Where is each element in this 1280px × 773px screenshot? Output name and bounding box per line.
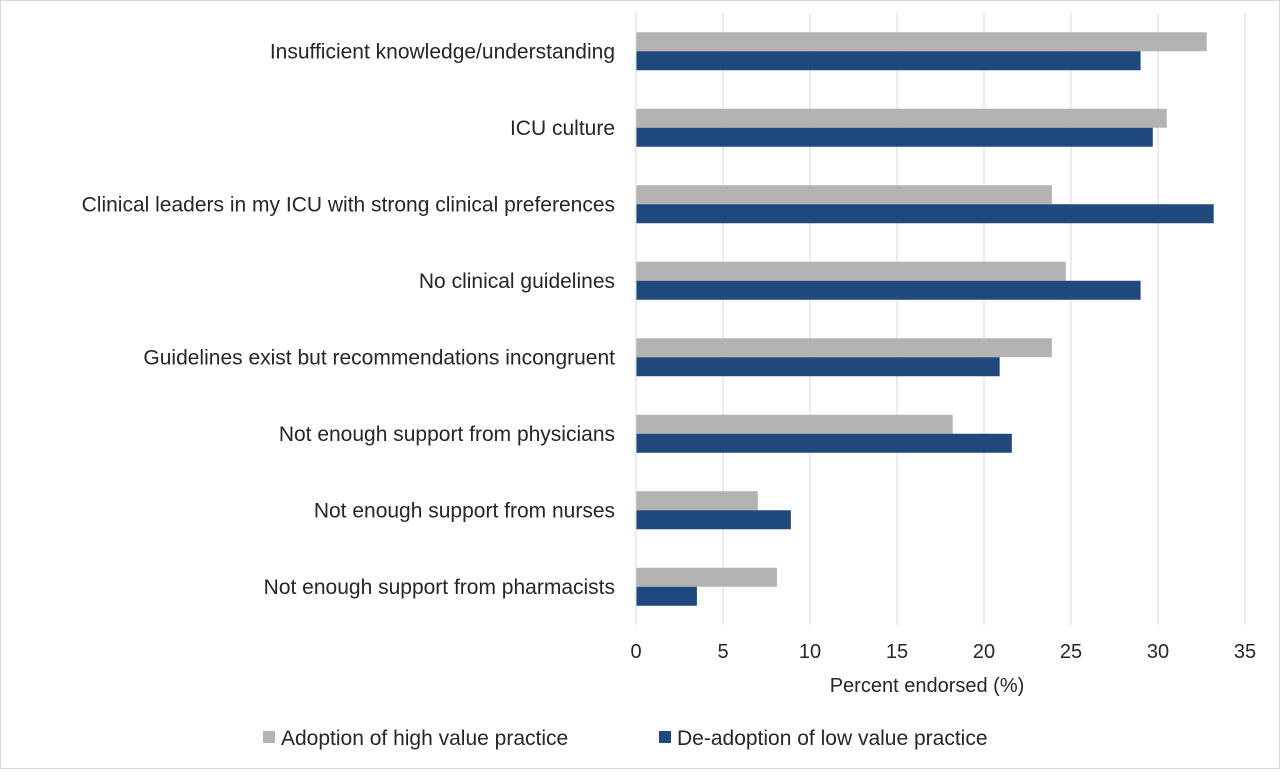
bar (636, 51, 1141, 71)
bar (636, 433, 1012, 453)
legend-swatch (263, 731, 275, 743)
bars (636, 32, 1214, 606)
bar (636, 32, 1207, 52)
tick-label: 15 (886, 641, 908, 663)
legend-label: De-adoption of low value practice (677, 727, 988, 750)
tick-label: 20 (973, 641, 995, 663)
bar (636, 204, 1214, 224)
category-label: Not enough support from pharmacists (264, 576, 615, 599)
legend-item: De-adoption of low value practice (659, 727, 988, 750)
gridlines (722, 13, 1246, 625)
tick-label: 35 (1234, 641, 1256, 663)
bar (636, 567, 777, 587)
bar (636, 261, 1066, 281)
bar (636, 357, 1000, 377)
bar (636, 108, 1167, 128)
tick-label: 5 (717, 641, 728, 663)
tick-label: 0 (630, 641, 641, 663)
category-label: ICU culture (510, 117, 615, 140)
category-label: Insufficient knowledge/understanding (270, 40, 615, 63)
x-tick-labels: 0 5 10 15 20 25 30 35 (630, 641, 1256, 663)
tick-label: 30 (1147, 641, 1169, 663)
bar (636, 185, 1052, 205)
legend-swatch (659, 731, 671, 743)
bar (636, 414, 953, 434)
bar (636, 510, 791, 530)
bar (636, 338, 1052, 358)
tick-label: 10 (799, 641, 821, 663)
legend-item: Adoption of high value practice (263, 727, 568, 750)
category-labels: Insufficient knowledge/understanding ICU … (82, 40, 616, 599)
legend-label: Adoption of high value practice (281, 727, 568, 750)
category-label: Not enough support from physicians (279, 423, 615, 446)
category-label: Guidelines exist but recommendations inc… (143, 346, 615, 369)
bar (636, 586, 697, 606)
category-label: No clinical guidelines (419, 270, 615, 293)
tick-label: 25 (1060, 641, 1082, 663)
bar (636, 280, 1141, 300)
bar (636, 491, 758, 511)
legend: Adoption of high value practice De-adopti… (263, 727, 988, 750)
category-label: Clinical leaders in my ICU with strong c… (82, 193, 615, 216)
bar (636, 127, 1153, 147)
category-label: Not enough support from nurses (314, 499, 615, 522)
x-axis-title: Percent endorsed (%) (830, 675, 1025, 697)
